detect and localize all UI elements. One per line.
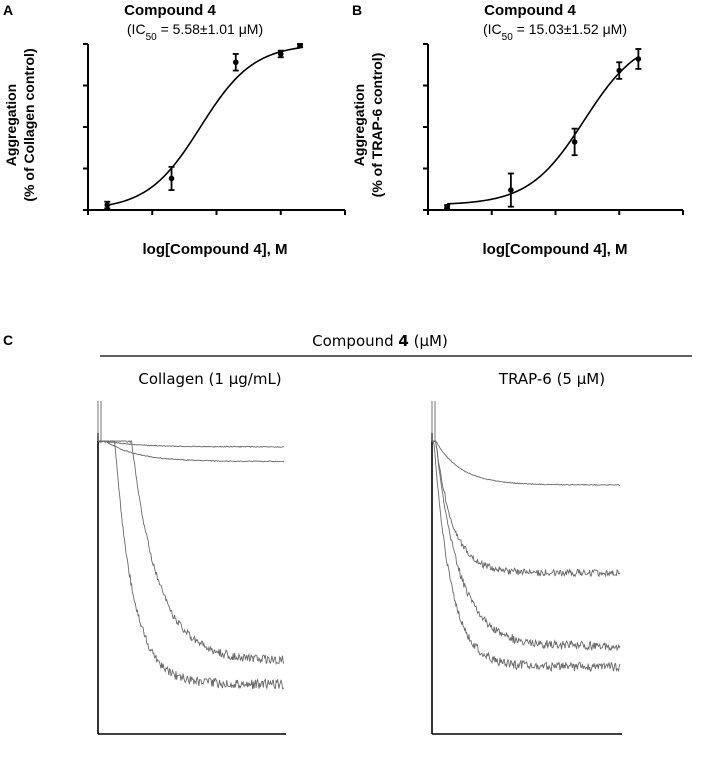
panel-b-title: Compound 4: [484, 2, 576, 19]
panel-c-collagen-trace-200: [97, 440, 285, 448]
panel-a-data-point: [297, 42, 303, 49]
panel-b-ylabel-line2: (% of TRAP-6 control): [369, 53, 385, 198]
panel-c-trap-trace-2: [432, 440, 621, 652]
panel-b-data-point: [508, 187, 514, 193]
panel-c-collagen-trace-control: [97, 440, 285, 690]
panel-c-trap-title: TRAP-6 (5 μM): [498, 370, 605, 388]
panel-c-chart: Compound 4 (μM) Collagen (1 μg/mL) TRAP-…: [97, 332, 692, 735]
panel-letter-b: B: [352, 2, 362, 18]
panel-letter-c: C: [3, 332, 13, 348]
panel-c-collagen-title: Collagen (1 μg/mL): [138, 370, 281, 388]
panel-c-collagen-trace-2: [98, 440, 285, 666]
panel-c-collagen-trace-20: [97, 440, 285, 463]
panel-c-trap-trace-200: [431, 440, 621, 486]
panel-a-subtitle: (IC50 = 5.58±1.01 μM): [127, 21, 263, 43]
panel-a-data-point: [277, 51, 284, 57]
panel-b-chart: Compound 4 (IC50 = 15.03±1.52 μM) Aggreg…: [351, 2, 684, 258]
panel-b-fit-curve: [447, 55, 639, 205]
panel-b-data-point: [444, 203, 450, 210]
panel-b-xlabel: log[Compound 4], M: [483, 241, 628, 258]
panel-a-xlabel: log[Compound 4], M: [143, 241, 288, 258]
panel-c-header: Compound 4 (μM): [312, 332, 448, 350]
panel-a-title: Compound 4: [124, 2, 216, 19]
panel-b-subtitle: (IC50 = 15.03±1.52 μM): [483, 21, 627, 43]
panel-a-fit-curve: [107, 47, 301, 206]
panel-b-ylabel-line1: Aggregation: [351, 84, 367, 166]
panel-a-data-point: [168, 175, 175, 182]
panel-b-data-point: [635, 56, 642, 62]
panel-letter-a: A: [3, 2, 13, 18]
panel-a-data-point: [104, 202, 111, 208]
panel-a-ylabel-line1: Aggregation: [3, 84, 19, 166]
panel-c-trap-trace-20: [432, 440, 621, 578]
panel-b-data-point: [571, 139, 578, 145]
panel-b-data-point: [616, 67, 623, 74]
panel-a-data-point: [232, 59, 239, 66]
panel-a-ylabel-line2: (% of Collagen control): [21, 48, 37, 201]
panel-c-trap-trace-control: [431, 440, 621, 673]
panel-a-chart: Compound 4 (IC50 = 5.58±1.01 μM) Aggrega…: [3, 2, 346, 258]
